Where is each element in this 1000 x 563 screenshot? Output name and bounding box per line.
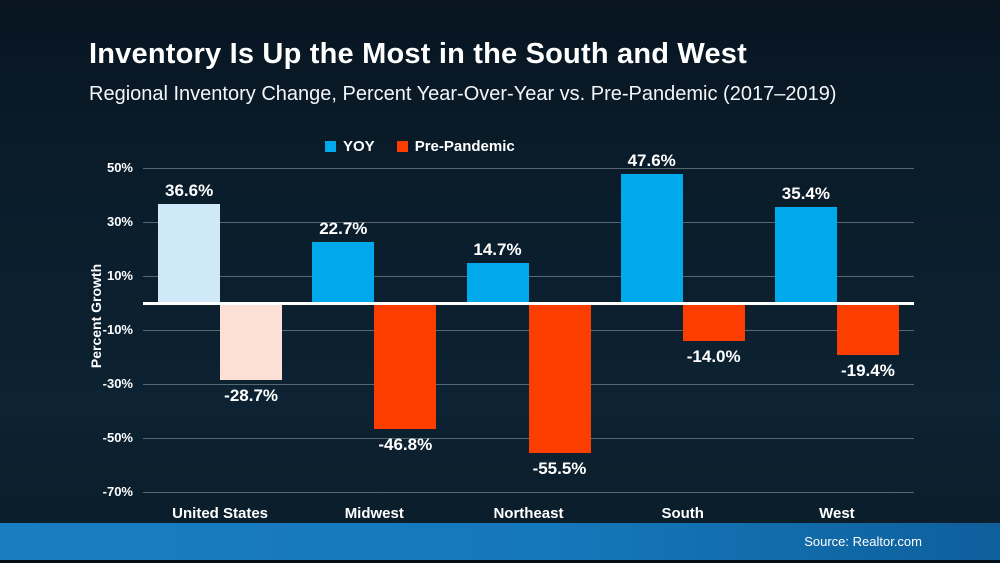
- bar-yoy-northeast: [466, 263, 529, 303]
- bar-pre-pandemic-west: [836, 303, 899, 356]
- legend: YOY Pre-Pandemic: [325, 138, 515, 155]
- category-label-south: South: [661, 505, 704, 522]
- bar-yoy-west: [774, 207, 837, 303]
- category-label-united-states: United States: [172, 505, 269, 522]
- y-tick-label: 10%: [106, 268, 133, 283]
- bar-yoy-midwest: [312, 241, 375, 303]
- value-label-pre-pandemic-midwest: -46.8%: [378, 435, 433, 455]
- category-label-west: West: [819, 505, 855, 522]
- y-tick-label: -50%: [102, 430, 133, 445]
- footer-bar: Source: Realtor.com: [0, 523, 1000, 560]
- source-text: Source: Realtor.com: [804, 534, 922, 549]
- bar-pre-pandemic-united-states: [220, 303, 283, 381]
- y-tick-label: -10%: [102, 322, 133, 337]
- bar-pre-pandemic-south: [682, 303, 745, 341]
- chart-subtitle: Regional Inventory Change, Percent Year-…: [89, 83, 837, 105]
- bar-yoy-united-states: [158, 204, 221, 303]
- value-label-yoy-united-states: 36.6%: [164, 181, 214, 201]
- category-label-northeast: Northeast: [493, 505, 564, 522]
- gridline-10%: [143, 276, 914, 277]
- gridline-50%: [143, 168, 914, 169]
- bottom-edge-strip: [0, 560, 1000, 563]
- bar-pre-pandemic-northeast: [528, 303, 591, 453]
- legend-swatch-yoy-icon: [325, 141, 336, 152]
- legend-item-pre-pandemic: Pre-Pandemic: [396, 138, 515, 155]
- legend-label-pre-pandemic: Pre-Pandemic: [414, 138, 515, 155]
- value-label-yoy-west: 35.4%: [781, 184, 830, 204]
- y-tick-label: 50%: [106, 160, 133, 175]
- value-label-pre-pandemic-south: -14.0%: [686, 346, 741, 366]
- y-tick-label: -70%: [102, 484, 133, 499]
- value-label-yoy-northeast: 14.7%: [473, 240, 522, 260]
- legend-swatch-pre-pandemic-icon: [396, 141, 408, 152]
- gridline-30%: [143, 222, 914, 223]
- gridline--70%: [143, 492, 914, 493]
- value-label-pre-pandemic-united-states: -28.7%: [224, 386, 279, 406]
- legend-label-yoy: YOY: [343, 138, 375, 155]
- value-label-yoy-midwest: 22.7%: [319, 218, 368, 238]
- chart-title: Inventory Is Up the Most in the South an…: [89, 38, 747, 70]
- y-tick-label: -30%: [102, 376, 133, 391]
- value-label-pre-pandemic-west: -19.4%: [840, 361, 895, 381]
- zero-baseline: [143, 301, 914, 305]
- y-tick-label: 30%: [106, 214, 133, 229]
- category-label-midwest: Midwest: [344, 505, 404, 522]
- value-label-yoy-south: 47.6%: [627, 151, 676, 171]
- value-label-pre-pandemic-northeast: -55.5%: [532, 458, 587, 478]
- bar-pre-pandemic-midwest: [374, 303, 437, 430]
- bar-yoy-south: [620, 174, 683, 303]
- legend-item-yoy: YOY: [325, 138, 375, 155]
